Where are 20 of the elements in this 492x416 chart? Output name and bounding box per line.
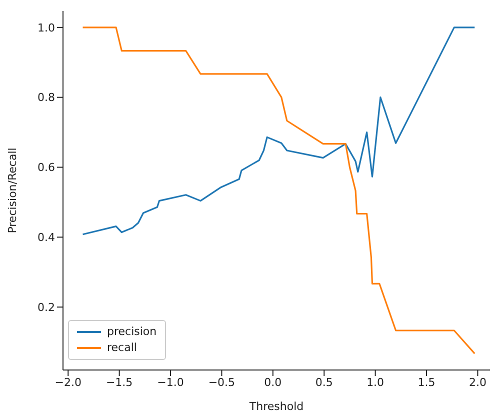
x-tick-label: 0.0	[264, 376, 282, 389]
y-tick-label: 0.2	[38, 300, 55, 314]
y-axis-title: Precision/Recall	[6, 148, 19, 234]
y-tick-label: 0.8	[38, 91, 55, 104]
x-axis-title: Threshold	[248, 400, 304, 413]
x-tick-label: −1.0	[157, 376, 184, 389]
line-series	[82, 26, 476, 236]
x-tick-label: 1.5	[418, 376, 436, 389]
x-tick-label: 1.0	[366, 376, 384, 389]
y-tick-label: 1.0	[38, 21, 55, 34]
legend-label: precision	[107, 324, 157, 340]
y-tick-label: 0.6	[38, 161, 55, 174]
x-tick-label: −2.0	[54, 376, 82, 389]
x-tick-label: 0.5	[315, 376, 333, 389]
line-series	[82, 26, 476, 354]
legend-label: recall	[107, 340, 137, 356]
x-tick-label: −1.5	[106, 376, 133, 389]
y-tick-label: 0.4	[38, 231, 55, 244]
x-tick-label: −0.5	[208, 376, 236, 389]
x-tick-label: 2.0	[468, 376, 486, 389]
